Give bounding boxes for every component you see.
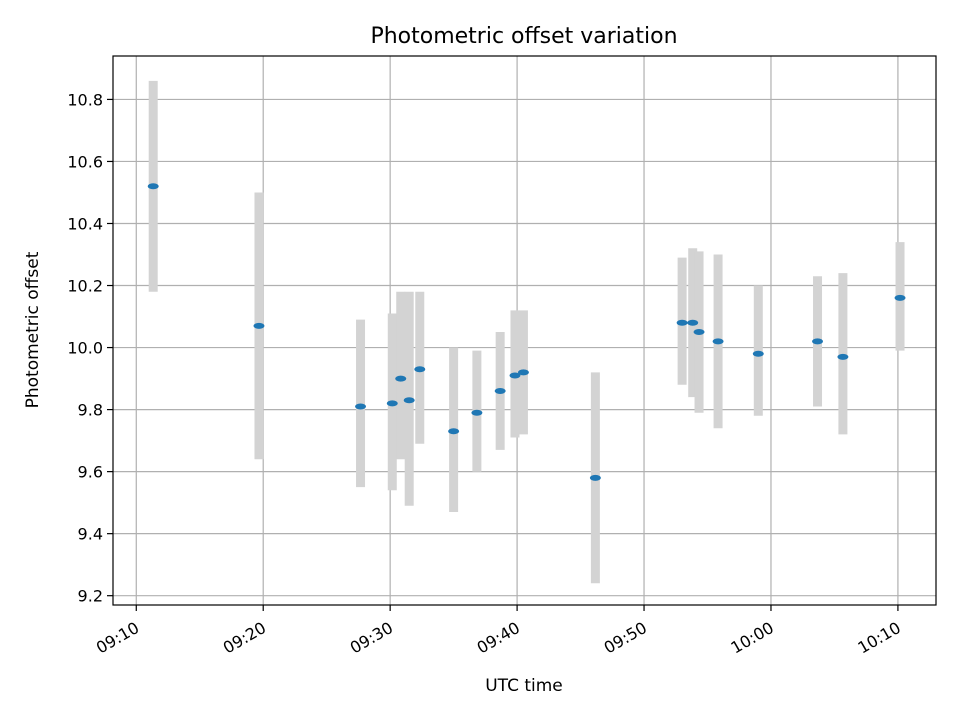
y-axis-ticks: 9.2 9.4 9.6 9.8 10.0 10.2 10.4 10.6 10.8 [67, 90, 113, 606]
data-point [147, 183, 159, 190]
data-point [403, 397, 415, 404]
data-point [752, 350, 764, 357]
y-tick-label: 9.8 [78, 401, 103, 420]
data-point [589, 474, 601, 481]
data-point [355, 403, 367, 410]
data-point [676, 319, 688, 326]
data-point [687, 319, 699, 326]
data-point [693, 329, 705, 336]
y-tick-label: 10.2 [67, 277, 103, 296]
y-tick-label: 10.8 [67, 90, 103, 109]
y-axis-label: Photometric offset [23, 251, 43, 408]
y-tick-label: 10.6 [67, 152, 103, 171]
data-point [894, 294, 906, 301]
y-tick-label: 9.6 [78, 463, 103, 482]
data-point [517, 369, 529, 376]
data-point [395, 375, 407, 382]
data-point [812, 338, 824, 345]
data-point [253, 322, 265, 329]
data-point [712, 338, 724, 345]
data-point [494, 387, 506, 394]
y-tick-label: 10.4 [67, 214, 103, 233]
data-point [414, 366, 426, 373]
data-point [448, 428, 460, 435]
y-tick-label: 9.4 [78, 525, 103, 544]
chart-title: Photometric offset variation [370, 24, 677, 49]
x-axis-label: UTC time [485, 676, 563, 696]
data-point [471, 409, 483, 416]
data-point [837, 353, 849, 360]
y-tick-label: 9.2 [78, 587, 103, 606]
y-tick-label: 10.0 [67, 339, 103, 358]
plot-frame [112, 55, 937, 606]
data-point [509, 372, 521, 379]
data-point [386, 400, 398, 407]
data-points [147, 183, 906, 481]
